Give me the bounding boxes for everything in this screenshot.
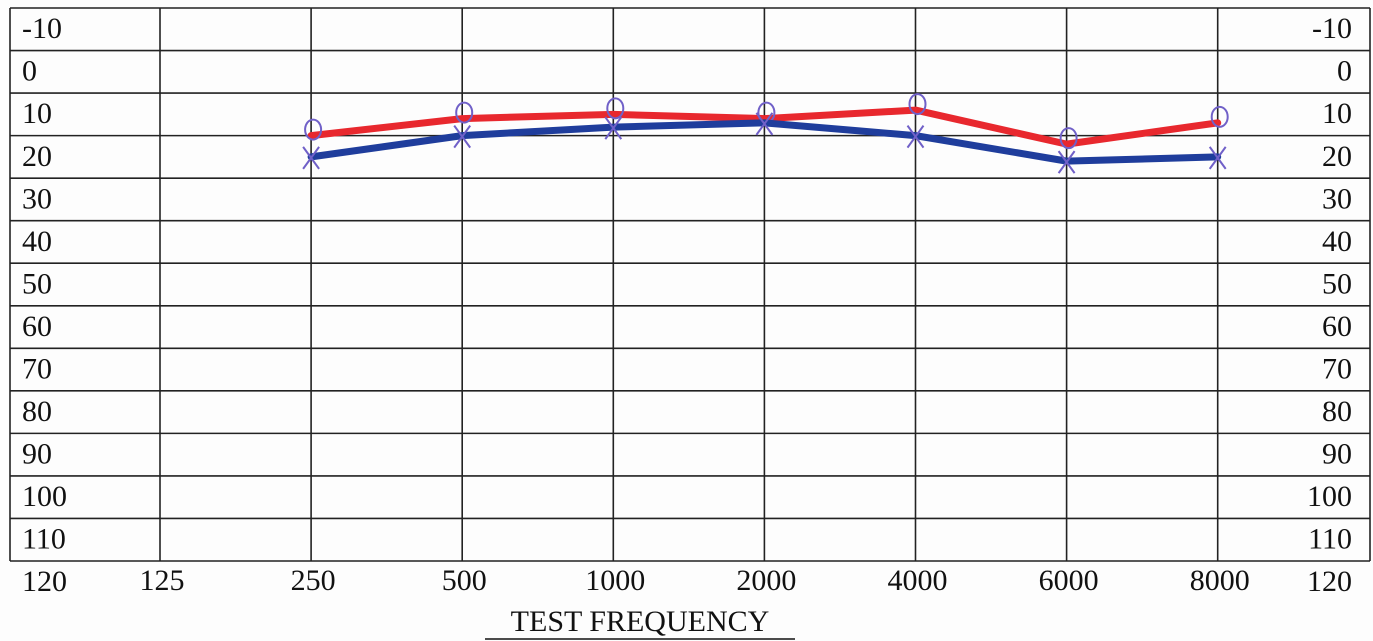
marker-o bbox=[1059, 127, 1078, 150]
y-tick-label: 30 bbox=[22, 182, 52, 215]
x-axis-title: TEST FREQUENCY bbox=[511, 605, 770, 638]
y-tick-label: 40 bbox=[22, 225, 52, 258]
y-tick-label-right: 60 bbox=[1322, 310, 1352, 343]
y-tick-label-right: -10 bbox=[1312, 12, 1352, 45]
y-tick-label-right: 10 bbox=[1322, 97, 1352, 130]
y-tick-label: 60 bbox=[22, 310, 52, 343]
y-tick-label: -10 bbox=[22, 12, 62, 45]
y-tick-label: 10 bbox=[22, 97, 52, 130]
x-tick-label: 250 bbox=[291, 564, 336, 597]
marker-o bbox=[606, 97, 625, 120]
marker-x bbox=[1208, 146, 1227, 170]
y-tick-label-right: 80 bbox=[1322, 395, 1352, 428]
x-tick-label: 2000 bbox=[736, 564, 796, 597]
marker-o bbox=[304, 118, 323, 141]
y-tick-label-right: 50 bbox=[1322, 267, 1352, 300]
marker-o bbox=[455, 101, 474, 124]
x-tick-label: 125 bbox=[140, 564, 185, 597]
x-tick-label: 500 bbox=[442, 564, 487, 597]
marker-x bbox=[302, 146, 320, 170]
x-tick-label: 8000 bbox=[1190, 564, 1250, 597]
x-tick-label: 6000 bbox=[1039, 564, 1099, 597]
y-tick-label-right: 120 bbox=[1307, 565, 1352, 598]
y-tick-label: 0 bbox=[22, 55, 37, 88]
y-tick-label-right: 0 bbox=[1337, 55, 1352, 88]
y-tick-label: 120 bbox=[22, 565, 67, 598]
y-tick-label: 110 bbox=[22, 523, 66, 556]
marker-o bbox=[908, 93, 927, 116]
y-tick-label-right: 110 bbox=[1308, 523, 1352, 556]
y-tick-label-right: 70 bbox=[1322, 352, 1352, 385]
y-tick-label-right: 100 bbox=[1307, 480, 1352, 513]
marker-x bbox=[453, 125, 472, 149]
y-tick-label: 50 bbox=[22, 267, 52, 300]
y-tick-label: 20 bbox=[22, 140, 52, 173]
y-tick-label-right: 30 bbox=[1322, 182, 1352, 215]
y-tick-label-right: 90 bbox=[1322, 438, 1352, 471]
series-line bbox=[307, 106, 1222, 148]
x-tick-label: 4000 bbox=[888, 564, 948, 597]
x-tick-label: 1000 bbox=[585, 564, 645, 597]
marker-x bbox=[755, 112, 774, 136]
marker-x bbox=[604, 116, 623, 140]
y-tick-label: 100 bbox=[22, 480, 67, 513]
marker-o bbox=[1210, 105, 1229, 128]
y-tick-label-right: 20 bbox=[1322, 140, 1352, 173]
y-tick-label-right: 40 bbox=[1322, 225, 1352, 258]
y-tick-label: 70 bbox=[22, 352, 52, 385]
marker-x bbox=[906, 125, 925, 149]
marker-x bbox=[1057, 150, 1076, 174]
y-tick-label: 90 bbox=[22, 438, 52, 471]
y-tick-label: 80 bbox=[22, 395, 52, 428]
